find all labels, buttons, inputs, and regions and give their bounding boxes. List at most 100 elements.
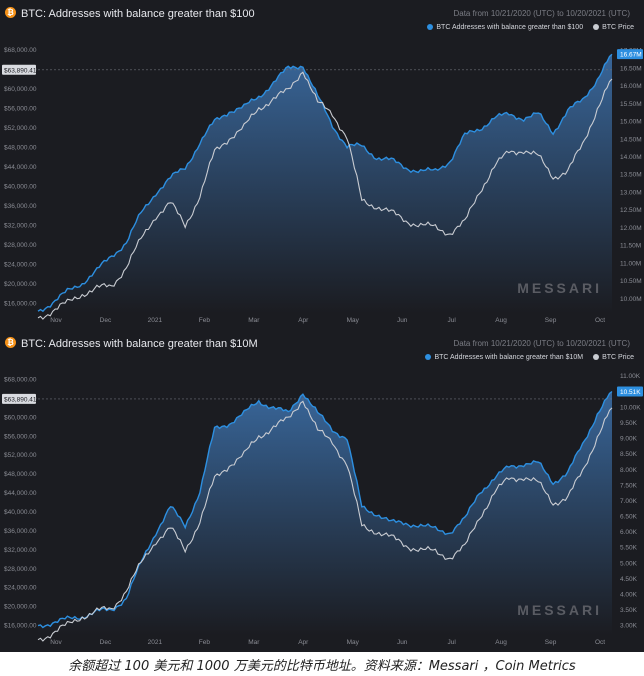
chart-panel-100: ₿ BTC: Addresses with balance greater th…	[0, 0, 644, 330]
addresses-series-line	[37, 390, 613, 629]
figure-caption: 余额超过 100 美元和 1000 万美元的比特币地址。资料来源：Messari…	[68, 659, 576, 674]
y-left-tick-label: $24,000.00	[4, 261, 37, 268]
current-price-label: $63,890.41	[4, 67, 37, 74]
chart-plot[interactable]: $16,000.00 $20,000.00 $24,000.00 $28,000.00…	[0, 330, 644, 652]
y-left-tick-label: $20,000.00	[4, 281, 37, 288]
y-left-tick-label: $52,000.00	[4, 125, 37, 132]
y-right-tick-label: 13.00M	[620, 189, 642, 196]
addresses-area	[38, 391, 612, 635]
y-left-tick-label: $48,000.00	[4, 471, 37, 478]
current-value-badge	[617, 49, 643, 60]
y-right-tick-label: 15.00M	[620, 119, 642, 126]
y-left-tick-label: $36,000.00	[4, 203, 37, 210]
chart-plot[interactable]: $16,000.00 $20,000.00 $24,000.00 $28,000.00…	[0, 0, 644, 330]
chart-panel-10m: ₿ BTC: Addresses with balance greater th…	[0, 330, 644, 652]
current-price-label: $63,890.41	[4, 396, 37, 403]
current-value-label: 16.67M	[620, 52, 642, 59]
y-right-tick-label: 3.50K	[620, 607, 638, 614]
y-left-tick-label: $24,000.00	[4, 585, 37, 592]
x-tick-label: Jul	[447, 317, 456, 324]
y-left-tick-label: $44,000.00	[4, 490, 37, 497]
x-tick-label: Mar	[248, 639, 260, 646]
y-left-tick-label: $52,000.00	[4, 452, 37, 459]
legend-item-addresses[interactable]: BTC Addresses with balance greater than …	[425, 354, 583, 361]
x-tick-label: 2021	[148, 639, 163, 646]
current-price-badge	[2, 393, 36, 404]
y-left-tick-label: $32,000.00	[4, 222, 37, 229]
x-tick-label: Oct	[595, 639, 605, 646]
y-right-tick-label: 15.50M	[620, 101, 642, 108]
y-right-tick-label: 4.50K	[620, 576, 638, 583]
x-tick-label: Nov	[50, 639, 62, 646]
legend-item-price[interactable]: BTC Price	[593, 24, 634, 31]
x-tick-label: 2021	[148, 317, 163, 324]
y-left-tick-label: $28,000.00	[4, 242, 37, 249]
y-left-tick-label: $44,000.00	[4, 164, 37, 171]
legend-item-price[interactable]: BTC Price	[593, 354, 634, 361]
x-tick-label: May	[347, 639, 360, 646]
legend-dot-icon	[593, 354, 600, 361]
y-left-tick-label: $56,000.00	[4, 105, 37, 112]
y-left-tick-label: $60,000.00	[4, 86, 37, 93]
x-tick-label: Apr	[298, 317, 309, 324]
y-left-tick-label: $16,000.00	[4, 623, 37, 630]
price-series-line	[37, 71, 613, 320]
chart-title: BTC: Addresses with balance greater than…	[21, 338, 258, 350]
y-right-tick-label: 16.00M	[620, 83, 642, 90]
legend[interactable]: BTC Addresses with balance greater than …	[425, 354, 634, 361]
y-right-tick-label: 12.00M	[620, 225, 642, 232]
date-range: Data from 10/21/2020 (UTC) to 10/20/2021…	[453, 339, 630, 348]
y-right-tick-label: 7.00K	[620, 498, 638, 505]
current-value-badge	[617, 386, 643, 397]
y-left-tick-label: $56,000.00	[4, 433, 37, 440]
x-tick-label: Apr	[298, 639, 309, 646]
y-right-tick-label: 10.50M	[620, 278, 642, 285]
y-right-tick-label: 4.00K	[620, 591, 638, 598]
legend[interactable]: BTC Addresses with balance greater than …	[427, 24, 634, 31]
bitcoin-icon: ₿	[5, 7, 16, 18]
legend-item-addresses[interactable]: BTC Addresses with balance greater than …	[427, 24, 583, 31]
y-left-tick-label: $32,000.00	[4, 547, 37, 554]
bitcoin-icon: ₿	[5, 337, 16, 348]
y-right-tick-label: 9.00K	[620, 436, 638, 443]
y-right-tick-label: 8.00K	[620, 467, 638, 474]
y-right-tick-label: 10.00K	[620, 404, 641, 411]
messari-watermark: MESSARI	[517, 280, 602, 296]
y-right-tick-label: 10.00M	[620, 296, 642, 303]
y-right-tick-label: 8.50K	[620, 451, 638, 458]
addresses-series-line	[37, 53, 613, 313]
x-tick-label: Oct	[595, 317, 605, 324]
x-tick-label: Sep	[545, 639, 557, 646]
y-left-tick-label: $68,000.00	[4, 47, 37, 54]
x-tick-label: Aug	[495, 317, 507, 324]
y-left-tick-label: $28,000.00	[4, 566, 37, 573]
y-left-tick-label: $40,000.00	[4, 183, 37, 190]
y-left-tick-label: $40,000.00	[4, 509, 37, 516]
y-right-tick-label: 13.50M	[620, 172, 642, 179]
x-tick-label: Jun	[397, 639, 408, 646]
messari-watermark: MESSARI	[517, 602, 602, 618]
y-right-tick-label: 14.50M	[620, 136, 642, 143]
legend-dot-icon	[425, 354, 432, 361]
x-tick-label: Dec	[100, 317, 112, 324]
x-tick-label: Jun	[397, 317, 408, 324]
y-right-tick-label: 5.00K	[620, 560, 638, 567]
date-range: Data from 10/21/2020 (UTC) to 10/20/2021…	[453, 9, 630, 18]
y-right-tick-label: 3.00K	[620, 623, 638, 630]
legend-dot-icon	[427, 24, 434, 31]
y-right-tick-label: 16.50M	[620, 65, 642, 72]
chart-title: BTC: Addresses with balance greater than…	[21, 8, 255, 20]
legend-dot-icon	[593, 24, 600, 31]
x-tick-label: Jul	[447, 639, 456, 646]
y-right-tick-label: 14.00M	[620, 154, 642, 161]
y-right-tick-label: 12.50M	[620, 207, 642, 214]
y-right-tick-label: 5.50K	[620, 545, 638, 552]
y-left-tick-label: $60,000.00	[4, 414, 37, 421]
x-tick-label: Aug	[495, 639, 507, 646]
y-left-tick-label: $16,000.00	[4, 300, 37, 307]
y-right-tick-label: 11.00K	[620, 373, 641, 380]
y-right-tick-label: 6.50K	[620, 514, 638, 521]
x-tick-label: Nov	[50, 317, 62, 324]
y-left-tick-label: $68,000.00	[4, 376, 37, 383]
y-right-tick-label: 6.00K	[620, 529, 638, 536]
